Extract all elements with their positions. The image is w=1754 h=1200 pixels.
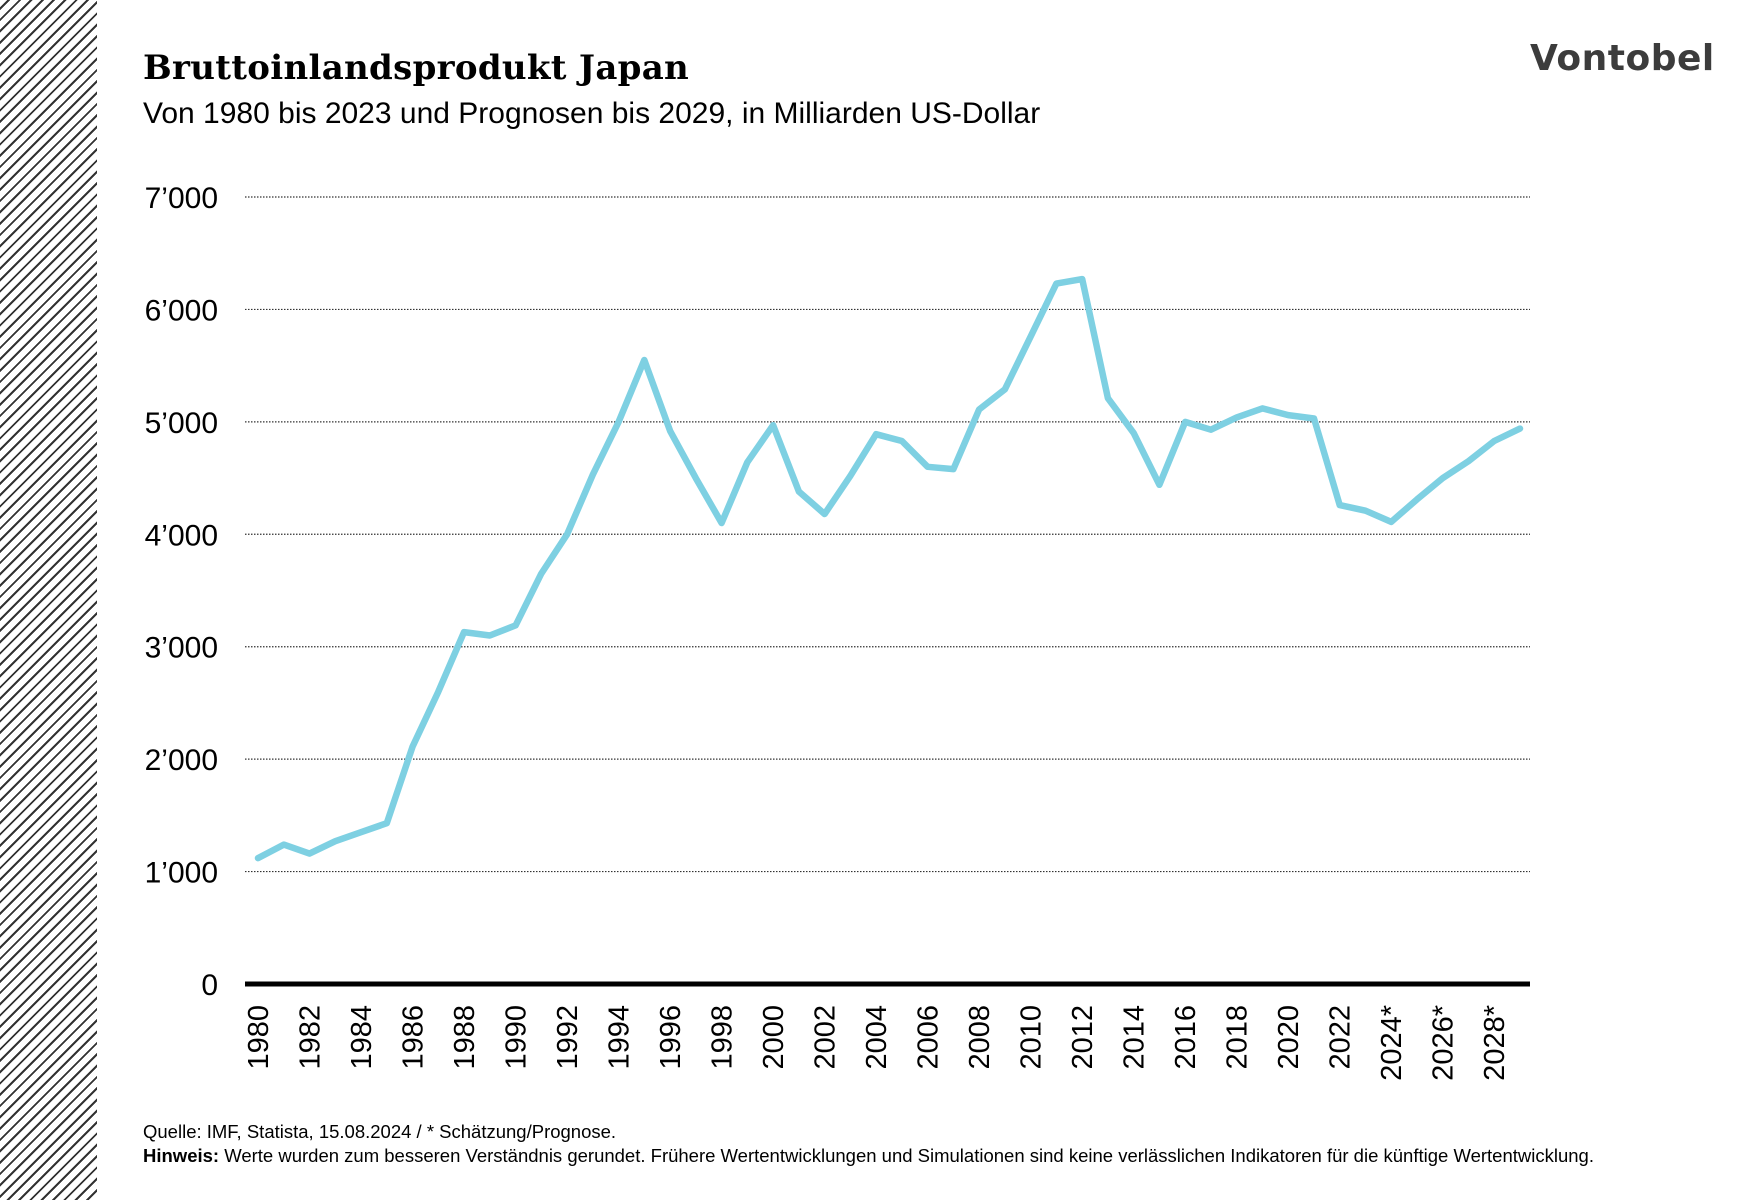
x-tick-label: 2016 [1170,1005,1202,1070]
x-tick-label: 1994 [604,1005,636,1070]
x-tick-label: 1980 [243,1005,275,1070]
y-tick-label: 2’000 [145,744,218,777]
disclaimer-text: Werte wurden zum besseren Verständnis ge… [224,1145,1594,1166]
x-tick-label: 2006 [913,1005,945,1070]
footer: Quelle: IMF, Statista, 15.08.2024 / * Sc… [143,1120,1594,1168]
x-tick-label: 2022 [1325,1005,1357,1070]
x-tick-label: 2014 [1119,1005,1151,1070]
hatched-border [0,0,97,1200]
x-tick-label: 2024* [1376,1005,1408,1081]
x-tick-label: 2002 [810,1005,842,1070]
x-tick-label: 2018 [1222,1005,1254,1070]
x-tick-label: 1998 [707,1005,739,1070]
source-note: Quelle: IMF, Statista, 15.08.2024 / * Sc… [143,1121,617,1142]
chart-title: Bruttoinlandsprodukt Japan [143,48,690,88]
y-tick-label: 0 [201,969,218,1002]
brand-logo: Vontobel [1530,38,1715,79]
x-tick-label: 1982 [295,1005,327,1070]
x-tick-label: 2008 [964,1005,996,1070]
x-tick-label: 2026* [1428,1005,1460,1081]
x-tick-label: 1996 [655,1005,687,1070]
disclaimer-label: Hinweis: [143,1145,220,1166]
y-tick-label: 7’000 [145,182,218,215]
y-tick-label: 6’000 [145,294,218,327]
x-tick-label: 2012 [1067,1005,1099,1070]
y-tick-label: 4’000 [145,519,218,552]
x-tick-label: 1990 [501,1005,533,1070]
x-tick-label: 1986 [398,1005,430,1070]
x-tick-label: 2004 [861,1005,893,1070]
x-axis-ticks: 1980 1982 1984 1986 1988 1990 1992 1994 1996 1998… [243,1005,1511,1081]
y-axis-ticks: 0 1’000 2’000 3’000 4’000 5’000 6’000 7’000 [145,182,218,1002]
disclaimer: Hinweis: Werte wurden zum besseren Verst… [143,1144,1594,1168]
x-tick-label: 1988 [449,1005,481,1070]
x-tick-label: 1984 [346,1005,378,1070]
x-tick-label: 2020 [1273,1005,1305,1070]
gridlines [245,196,1530,987]
gdp-series-line [254,275,1524,862]
y-tick-label: 3’000 [145,632,218,665]
series-layer [254,275,1524,862]
chart-subtitle: Von 1980 bis 2023 und Prognosen bis 2029… [143,97,1041,130]
y-tick-label: 5’000 [145,407,218,440]
x-tick-label: 2028* [1479,1005,1511,1081]
y-tick-label: 1’000 [145,857,218,890]
x-tick-label: 2010 [1016,1005,1048,1070]
x-tick-label: 2000 [758,1005,790,1070]
x-tick-label: 1992 [552,1005,584,1070]
